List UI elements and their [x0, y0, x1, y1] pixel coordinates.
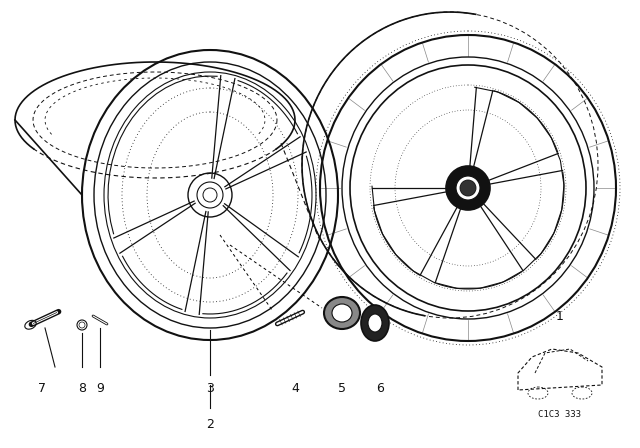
- Text: 3: 3: [206, 382, 214, 395]
- Text: 4: 4: [291, 382, 299, 395]
- Ellipse shape: [79, 322, 85, 328]
- Ellipse shape: [332, 304, 352, 322]
- Ellipse shape: [77, 320, 87, 330]
- Text: 6: 6: [376, 382, 384, 395]
- Text: 5: 5: [338, 382, 346, 395]
- Text: 8: 8: [78, 382, 86, 395]
- Text: 1: 1: [556, 310, 564, 323]
- Ellipse shape: [324, 297, 360, 329]
- Ellipse shape: [361, 305, 389, 341]
- Text: 9: 9: [96, 382, 104, 395]
- Text: 2: 2: [206, 418, 214, 431]
- Text: 7: 7: [38, 382, 46, 395]
- Ellipse shape: [460, 180, 476, 196]
- Ellipse shape: [203, 188, 217, 202]
- Ellipse shape: [446, 166, 490, 210]
- Text: C1C3 333: C1C3 333: [538, 410, 582, 419]
- Ellipse shape: [456, 176, 480, 200]
- Ellipse shape: [368, 314, 382, 332]
